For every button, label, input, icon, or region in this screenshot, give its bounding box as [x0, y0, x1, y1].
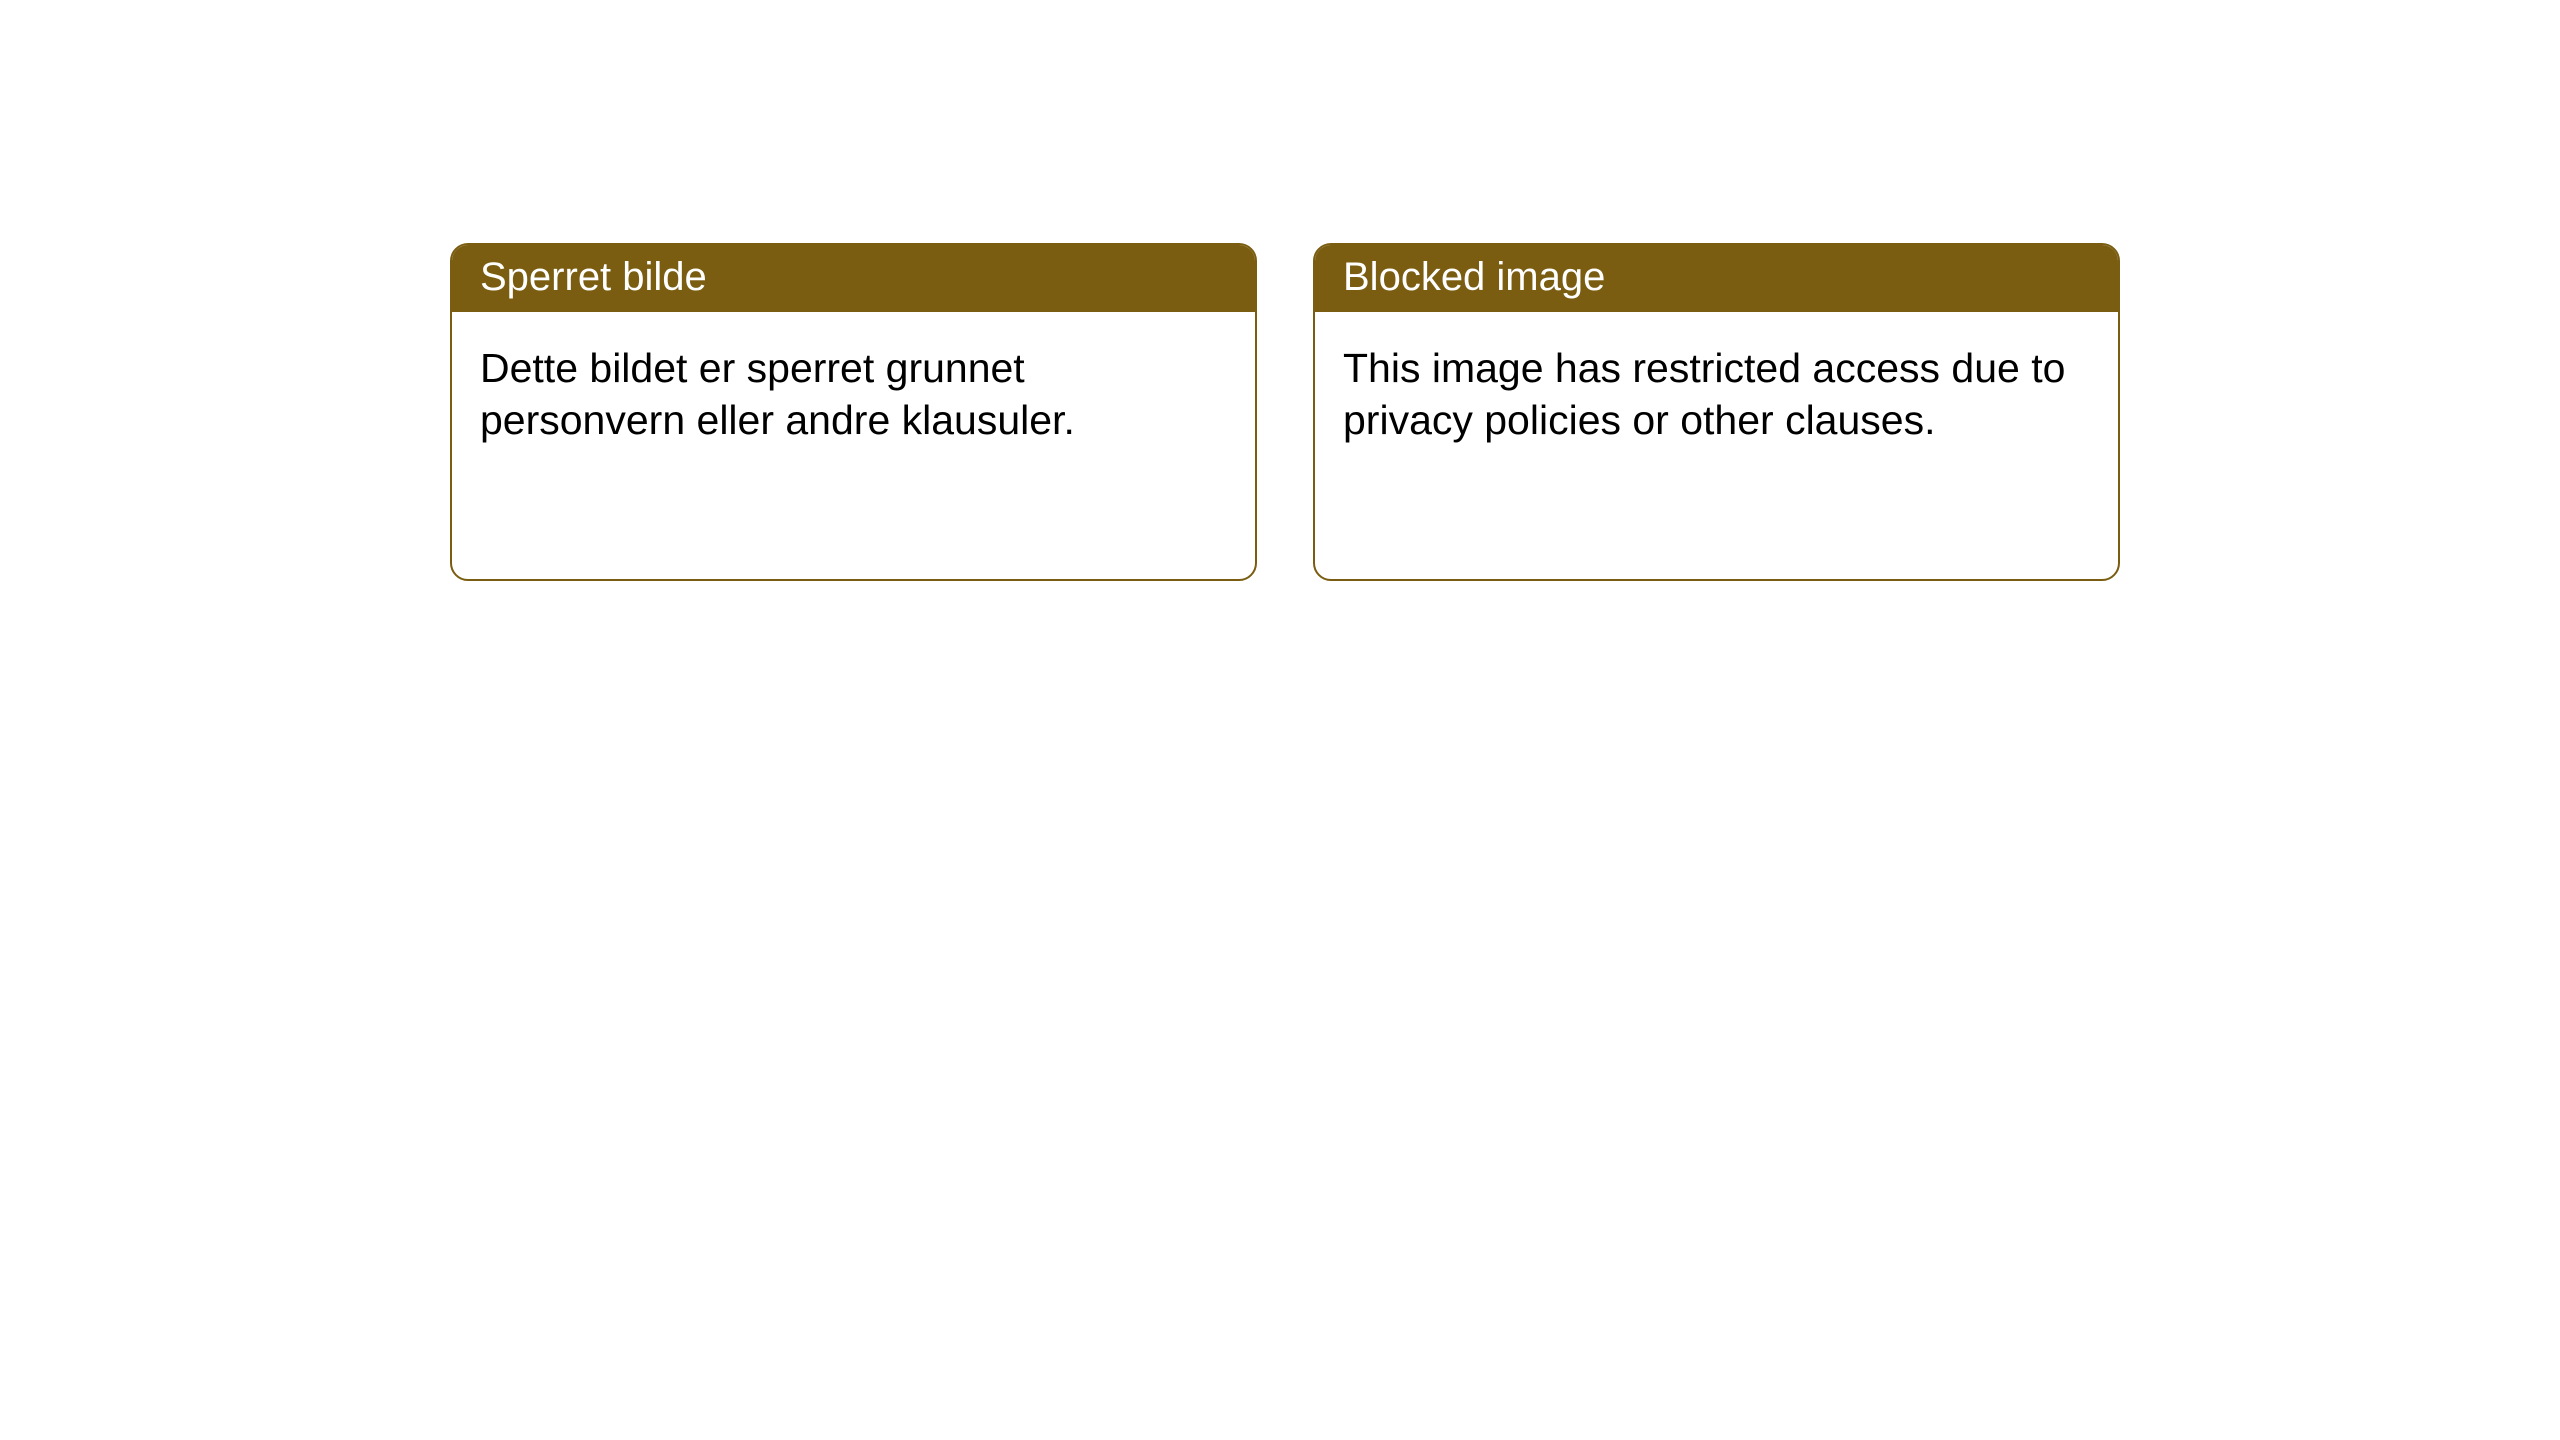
notice-header: Blocked image	[1315, 245, 2118, 312]
notice-header: Sperret bilde	[452, 245, 1255, 312]
notice-body: Dette bildet er sperret grunnet personve…	[452, 312, 1255, 477]
notice-card-norwegian: Sperret bilde Dette bildet er sperret gr…	[450, 243, 1257, 581]
notice-card-english: Blocked image This image has restricted …	[1313, 243, 2120, 581]
notice-body: This image has restricted access due to …	[1315, 312, 2118, 477]
notice-container: Sperret bilde Dette bildet er sperret gr…	[0, 0, 2560, 581]
